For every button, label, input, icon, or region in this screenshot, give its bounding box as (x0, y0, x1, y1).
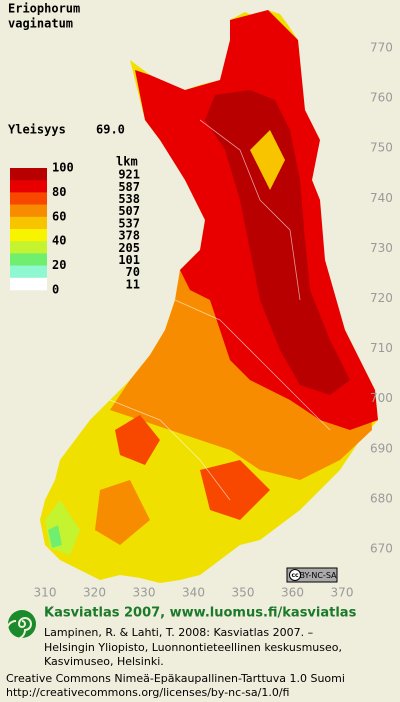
legend-count: 11 (126, 277, 140, 291)
axis-ticks: 310 320 330 340 350 360 370 770 760 750 740 730 720 7… (34, 41, 393, 600)
citation-line: Lampinen, R. & Lahti, T. 2008: Kasviatla… (44, 626, 313, 639)
species-name: vaginatum (8, 17, 73, 31)
y-tick-label: 770 (370, 41, 393, 55)
species-name: Eriophorum (8, 2, 80, 16)
citation-line: Helsingin Yliopisto, Luonnontieteellinen… (44, 641, 342, 654)
footer-heading: Kasviatlas 2007, www.luomus.fi/kasviatla… (44, 606, 357, 621)
legend-label: 100 (52, 161, 74, 175)
y-tick-label: 690 (370, 441, 393, 455)
legend-label: 20 (52, 258, 66, 272)
legend-label: 80 (52, 185, 66, 199)
y-tick-label: 680 (370, 491, 393, 505)
license-badge: cc BY-NC-SA (286, 567, 338, 583)
legend-count: 378 (118, 229, 140, 243)
x-tick-label: 350 (232, 586, 255, 600)
legend-swatch (10, 265, 47, 279)
frequency-label: Yleisyys (8, 123, 66, 137)
legend-count: 537 (118, 216, 140, 230)
y-tick-label: 710 (370, 341, 393, 355)
x-tick-label: 370 (331, 586, 354, 600)
x-tick-label: 340 (182, 586, 205, 600)
license-line: http://creativecommons.org/licenses/by-n… (6, 686, 289, 699)
y-tick-label: 670 (370, 542, 393, 556)
legend-swatch (10, 180, 47, 193)
legend-swatch (10, 216, 47, 230)
legend-label: 60 (52, 209, 66, 223)
y-tick-label: 750 (370, 141, 393, 155)
count-header: lkm (116, 155, 138, 169)
legend-count: 587 (118, 180, 140, 194)
x-tick-label: 310 (34, 586, 57, 600)
license-line: Creative Commons Nimeä-Epäkaupallinen-Ta… (6, 672, 345, 685)
frequency-value: 69.0 (96, 123, 125, 137)
legend-count: 205 (118, 241, 140, 255)
x-tick-label: 320 (83, 586, 106, 600)
legend-swatch (10, 168, 47, 181)
citation-line: Kasvimuseo, Helsinki. (44, 655, 164, 668)
legend-count: 101 (118, 253, 140, 267)
y-tick-label: 740 (370, 191, 393, 205)
y-tick-label: 720 (370, 291, 393, 305)
y-tick-label: 700 (370, 391, 393, 405)
legend-swatch (10, 229, 47, 242)
license-badge-text: BY-NC-SA (299, 571, 337, 580)
finland-map (40, 10, 378, 583)
legend-count: 70 (126, 265, 140, 279)
logo (6, 610, 36, 640)
y-tick-label: 760 (370, 91, 393, 105)
legend-swatch (10, 253, 47, 266)
legend-swatch (10, 204, 47, 218)
legend-count: 538 (118, 192, 140, 206)
legend-swatch (10, 241, 47, 254)
legend-swatch (10, 192, 47, 205)
legend-count: 507 (118, 204, 140, 218)
legend-swatch (10, 277, 47, 291)
legend-label: 40 (52, 234, 66, 248)
legend-label: 0 (52, 283, 59, 297)
legend-count: 921 (118, 168, 140, 182)
y-tick-label: 730 (370, 241, 393, 255)
x-tick-label: 330 (133, 586, 156, 600)
svg-text:cc: cc (291, 572, 299, 579)
x-tick-label: 360 (281, 586, 304, 600)
